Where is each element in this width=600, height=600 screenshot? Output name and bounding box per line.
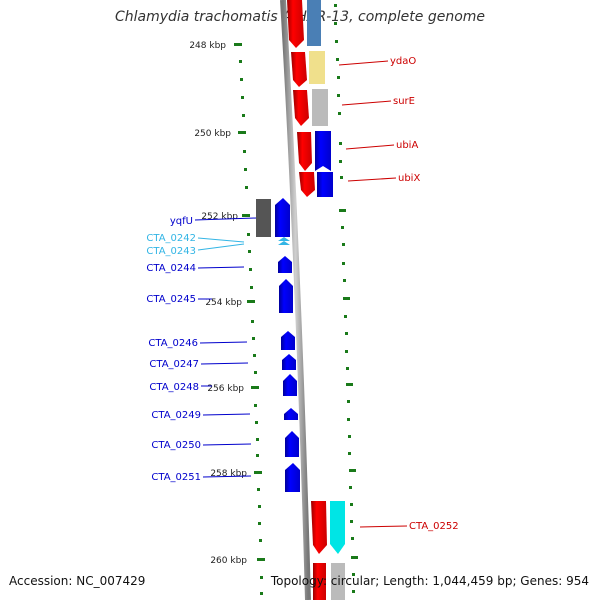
forward-gene-labels: ydaO surE ubiA ubiX CTA_0252 <box>390 56 459 532</box>
gene-label-ubiA[interactable]: ubiA <box>396 140 418 151</box>
ruler-label: 252 kbp <box>201 212 238 222</box>
gene-CTA-0247 <box>282 354 296 370</box>
forward-cds-ubiX-strand <box>299 172 315 197</box>
ruler-label: 256 kbp <box>207 384 244 394</box>
gene-label-CTA-0245[interactable]: CTA_0245 <box>146 294 196 305</box>
gene-CTA-0243 <box>278 241 290 245</box>
gene-label-CTA-0247[interactable]: CTA_0247 <box>149 359 199 370</box>
gene-yqfU <box>275 198 290 237</box>
gene-features <box>256 0 345 600</box>
forward-cds-ydaO-strand <box>291 52 307 87</box>
outer-ruler-ticks <box>334 4 358 593</box>
gene-label-CTA-0244[interactable]: CTA_0244 <box>146 263 196 274</box>
gene-label-CTA-0250[interactable]: CTA_0250 <box>151 440 201 451</box>
gene-CTA-0246 <box>281 331 295 350</box>
ruler-label: 250 kbp <box>194 129 231 139</box>
genome-backbone <box>280 0 311 600</box>
ruler-label: 248 kbp <box>189 41 226 51</box>
accession-text: Accession: NC_007429 <box>9 574 146 588</box>
forward-label-leaders <box>338 60 408 528</box>
gene-label-ydaO[interactable]: ydaO <box>390 56 416 67</box>
gene-label-CTA-0248[interactable]: CTA_0248 <box>149 382 199 393</box>
gene-label-CTA-0252[interactable]: CTA_0252 <box>409 521 459 532</box>
forward-cds-bottom <box>313 563 326 600</box>
genome-summary-text: Topology: circular; Length: 1,044,459 bp… <box>270 574 589 588</box>
forward-cds-top <box>287 0 304 48</box>
gene-label-CTA-0242[interactable]: CTA_0242 <box>146 233 196 244</box>
gene-CTA-0251 <box>285 463 300 492</box>
gene-label-yqfU[interactable]: yqfU <box>170 216 193 227</box>
reverse-label-leaders <box>194 217 257 478</box>
inner-ruler-tick-major <box>234 43 265 561</box>
gene-CTA-0244 <box>278 256 292 273</box>
gene-CTA-0252 <box>330 501 345 554</box>
inner-ruler-tick-minor <box>239 60 263 595</box>
gene-label-CTA-0243[interactable]: CTA_0243 <box>146 246 196 257</box>
forward-cds-CTA-0252-strand <box>311 501 327 554</box>
gene-CTA-0250 <box>285 431 299 457</box>
ruler-ticks <box>234 4 358 595</box>
forward-cds-surE-strand <box>293 90 309 126</box>
gene-yqfU-gray <box>256 199 271 237</box>
ruler-labels: 248 kbp 250 kbp 252 kbp 254 kbp 256 kbp … <box>189 41 247 566</box>
gene-label-CTA-0251[interactable]: CTA_0251 <box>151 472 201 483</box>
gene-CTA-0245 <box>279 279 293 313</box>
gene-top-blue <box>307 0 321 46</box>
gene-label-ubiX[interactable]: ubiX <box>398 173 420 184</box>
ruler-label: 260 kbp <box>210 556 247 566</box>
gene-CTA-0249 <box>284 408 298 420</box>
gene-ubiX <box>317 172 333 197</box>
forward-cds-ubiA-strand <box>297 132 312 171</box>
gene-surE <box>312 89 328 126</box>
reverse-gene-labels: yqfU CTA_0242 CTA_0243 CTA_0244 CTA_0245… <box>146 216 201 483</box>
gene-label-surE[interactable]: surE <box>393 96 415 107</box>
gene-CTA-0248 <box>283 374 297 396</box>
gene-label-CTA-0249[interactable]: CTA_0249 <box>151 410 201 421</box>
gene-CTA-0242 <box>278 237 290 241</box>
gene-bottom-gray <box>331 563 345 600</box>
gene-ydaO <box>309 51 325 84</box>
gene-label-CTA-0246[interactable]: CTA_0246 <box>148 338 198 349</box>
ruler-label: 254 kbp <box>205 298 242 308</box>
ruler-label: 258 kbp <box>210 469 247 479</box>
gene-ubiA <box>315 131 331 171</box>
